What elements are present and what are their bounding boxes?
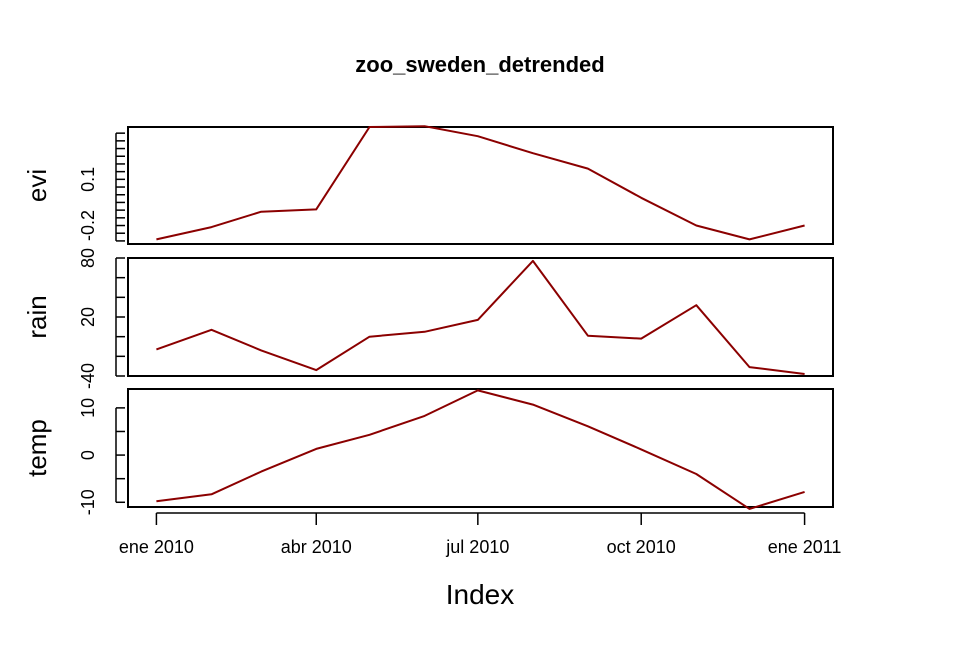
- series-line-evi: [156, 125, 805, 241]
- panels-group: -0.2 0.1 evi -40 20 80 rain -10 0 10 temp: [22, 125, 834, 515]
- y-axis-label-evi: evi: [22, 169, 52, 202]
- panel-evi: -0.2 0.1 evi: [22, 125, 834, 245]
- x-tick-label: oct 2010: [607, 537, 676, 557]
- panel-frame-evi: [127, 126, 834, 245]
- y-tick-label-rain: 80: [78, 248, 98, 268]
- x-axis: ene 2010 abr 2010 jul 2010 oct 2010 ene 2011: [119, 512, 842, 557]
- y-tick-label-rain: -40: [78, 363, 98, 389]
- x-tick-label: ene 2011: [768, 537, 842, 557]
- chart-title: zoo_sweden_detrended: [355, 52, 604, 77]
- y-tick-label-temp: 0: [78, 450, 98, 460]
- y-tick-label-evi: 0.1: [78, 167, 98, 192]
- series-line-rain: [156, 259, 805, 375]
- series-line-temp: [156, 389, 805, 510]
- y-tick-label-evi: -0.2: [78, 210, 98, 241]
- panel-rain: -40 20 80 rain: [22, 248, 834, 389]
- y-tick-label-rain: 20: [78, 307, 98, 327]
- x-tick-label: ene 2010: [119, 537, 194, 557]
- x-axis-label: Index: [446, 579, 515, 610]
- x-tick-label: jul 2010: [445, 537, 509, 557]
- x-tick-label: abr 2010: [281, 537, 352, 557]
- y-axis-label-rain: rain: [22, 295, 52, 338]
- panel-frame-rain: [127, 257, 834, 377]
- y-tick-label-temp: 10: [78, 398, 98, 418]
- y-axis-label-temp: temp: [22, 419, 52, 477]
- panel-frame-temp: [127, 388, 834, 508]
- y-tick-label-temp: -10: [78, 489, 98, 515]
- panel-temp: -10 0 10 temp: [22, 388, 834, 515]
